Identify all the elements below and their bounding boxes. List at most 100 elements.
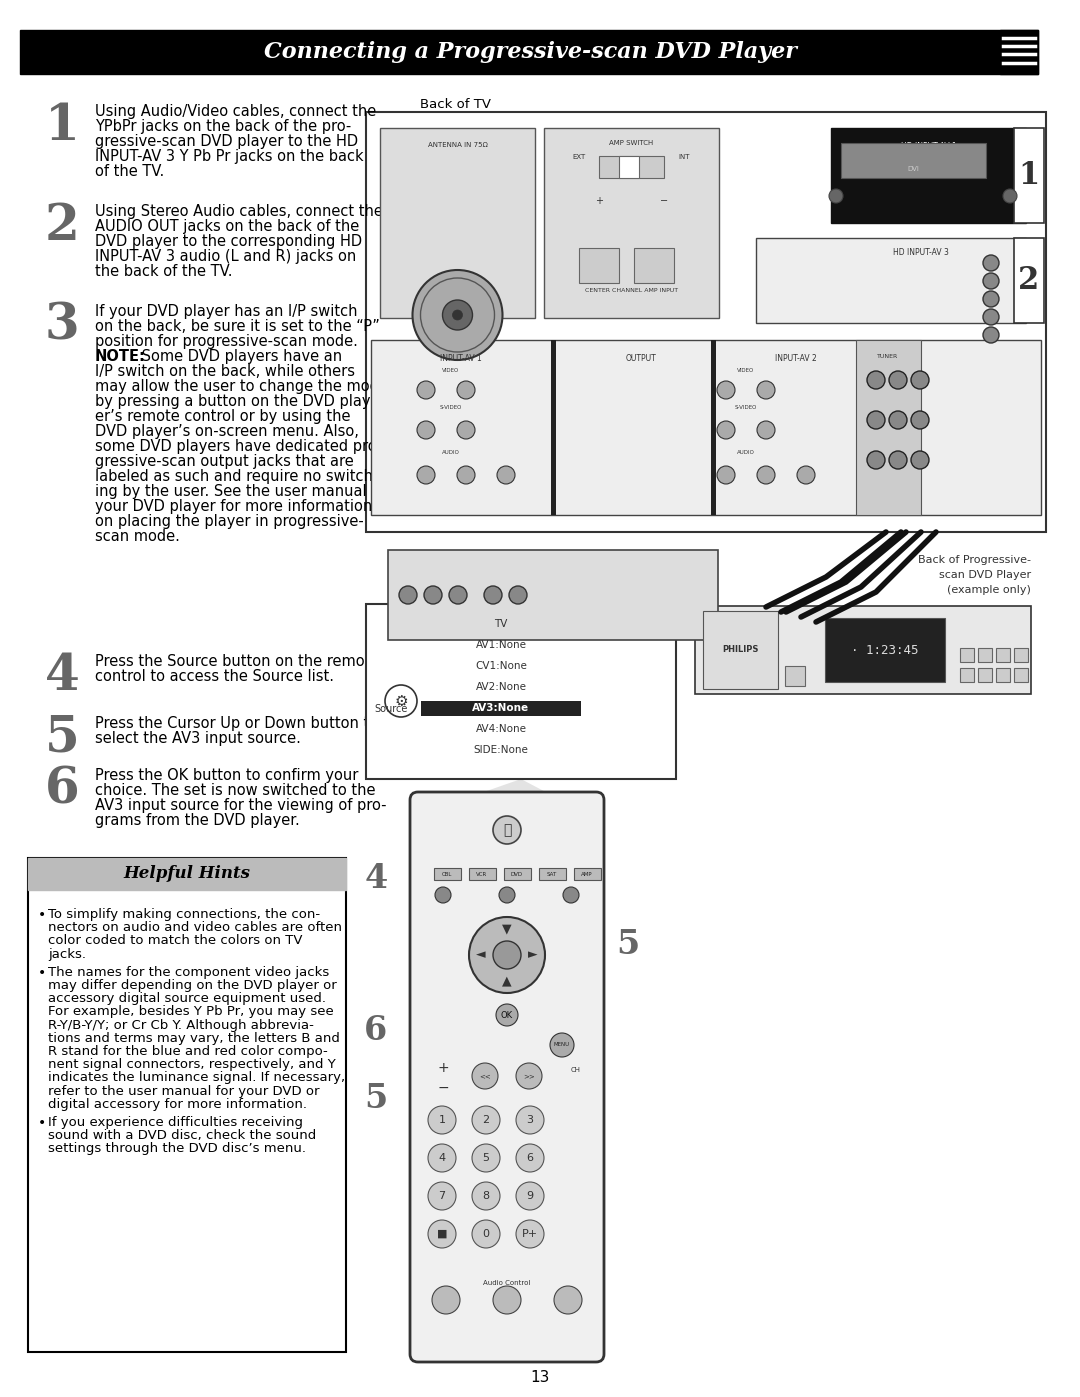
Bar <box>960 668 974 682</box>
Text: HD INPUT-AV 3: HD INPUT-AV 3 <box>893 249 949 257</box>
Text: OK: OK <box>501 1010 513 1020</box>
Text: The names for the component video jacks: The names for the component video jacks <box>48 965 329 979</box>
Text: choice. The set is now switched to the: choice. The set is now switched to the <box>95 782 376 798</box>
Text: Press the OK button to confirm your: Press the OK button to confirm your <box>95 768 359 782</box>
Circle shape <box>432 1287 460 1315</box>
Text: 4: 4 <box>44 652 79 701</box>
Circle shape <box>983 327 999 344</box>
Text: Source: Source <box>374 704 407 714</box>
Polygon shape <box>438 780 576 807</box>
Text: indicates the luminance signal. If necessary,: indicates the luminance signal. If neces… <box>48 1071 346 1084</box>
Text: 5: 5 <box>364 1081 388 1115</box>
Bar <box>1000 29 1038 74</box>
Text: 0: 0 <box>483 1229 489 1239</box>
Text: AMP: AMP <box>581 872 593 876</box>
Bar <box>978 668 993 682</box>
Text: Back of Progressive-: Back of Progressive- <box>918 555 1031 564</box>
Text: gressive-scan output jacks that are: gressive-scan output jacks that are <box>95 454 354 469</box>
Circle shape <box>717 467 735 483</box>
Circle shape <box>428 1144 456 1172</box>
Circle shape <box>757 381 775 400</box>
Circle shape <box>516 1220 544 1248</box>
Text: 5: 5 <box>617 929 639 961</box>
Text: select the AV3 input source.: select the AV3 input source. <box>95 731 301 746</box>
Text: HD INPUT-AV 1: HD INPUT-AV 1 <box>901 142 957 151</box>
Circle shape <box>912 411 929 429</box>
Text: DVD player’s on-screen menu. Also,: DVD player’s on-screen menu. Also, <box>95 425 359 439</box>
Circle shape <box>417 381 435 400</box>
Circle shape <box>983 272 999 289</box>
Bar <box>504 868 531 880</box>
Text: jacks.: jacks. <box>48 947 86 961</box>
Text: gressive-scan DVD player to the HD: gressive-scan DVD player to the HD <box>95 134 359 149</box>
Circle shape <box>472 1144 500 1172</box>
Bar <box>978 648 993 662</box>
Text: Back of TV: Back of TV <box>420 98 491 110</box>
Bar <box>469 868 496 880</box>
Bar <box>599 156 664 177</box>
Text: PHILIPS: PHILIPS <box>721 645 758 655</box>
Bar <box>996 648 1010 662</box>
Circle shape <box>563 887 579 902</box>
Text: grams from the DVD player.: grams from the DVD player. <box>95 813 300 828</box>
Text: ▼: ▼ <box>502 922 512 936</box>
Circle shape <box>492 942 521 970</box>
Text: TUNER: TUNER <box>877 353 899 359</box>
Circle shape <box>867 411 885 429</box>
Text: EXT: EXT <box>572 154 585 161</box>
Text: position for progressive-scan mode.: position for progressive-scan mode. <box>95 334 357 349</box>
Bar <box>1014 237 1044 323</box>
Circle shape <box>509 585 527 604</box>
Bar <box>380 129 535 319</box>
Circle shape <box>492 1287 521 1315</box>
Text: Audio Control: Audio Control <box>484 1280 530 1287</box>
Bar <box>756 237 1026 323</box>
Text: MENU: MENU <box>554 1042 570 1048</box>
Text: AUDIO: AUDIO <box>442 450 460 455</box>
Circle shape <box>797 467 815 483</box>
Circle shape <box>428 1106 456 1134</box>
Text: on the back, be sure it is set to the “P”: on the back, be sure it is set to the “P… <box>95 319 380 334</box>
Text: Helpful Hints: Helpful Hints <box>123 866 251 883</box>
Bar <box>21 29 1038 74</box>
Text: 5: 5 <box>483 1153 489 1162</box>
Text: AUDIO: AUDIO <box>737 450 755 455</box>
Bar <box>388 550 718 640</box>
Circle shape <box>1003 189 1017 203</box>
Bar <box>960 648 974 662</box>
Circle shape <box>484 585 502 604</box>
Text: Some DVD players have an: Some DVD players have an <box>137 349 342 365</box>
Circle shape <box>449 585 467 604</box>
Text: labeled as such and require no switch-: labeled as such and require no switch- <box>95 469 378 483</box>
Circle shape <box>497 467 515 483</box>
Circle shape <box>469 916 545 993</box>
Text: To simplify making connections, the con-: To simplify making connections, the con- <box>48 908 320 921</box>
Text: NOTE:: NOTE: <box>95 349 146 365</box>
Text: AV3 input source for the viewing of pro-: AV3 input source for the viewing of pro- <box>95 798 387 813</box>
Text: If you experience difficulties receiving: If you experience difficulties receiving <box>48 1116 303 1129</box>
Text: scan DVD Player: scan DVD Player <box>939 570 1031 580</box>
Text: INT: INT <box>678 154 690 161</box>
Text: ing by the user. See the user manual for: ing by the user. See the user manual for <box>95 483 391 499</box>
Text: YPbPr jacks on the back of the pro-: YPbPr jacks on the back of the pro- <box>95 119 351 134</box>
Bar <box>551 339 556 515</box>
Text: ►: ► <box>528 949 538 961</box>
Text: ⏻: ⏻ <box>503 823 511 837</box>
Text: VIDEO: VIDEO <box>443 367 460 373</box>
Text: DVI: DVI <box>907 166 919 172</box>
Circle shape <box>457 420 475 439</box>
Text: INPUT-AV 2: INPUT-AV 2 <box>775 353 816 363</box>
Circle shape <box>492 816 521 844</box>
Bar <box>366 112 1047 532</box>
Text: on placing the player in progressive-: on placing the player in progressive- <box>95 514 364 529</box>
Circle shape <box>889 451 907 469</box>
Text: (example only): (example only) <box>947 585 1031 595</box>
Text: AUDIO OUT jacks on the back of the: AUDIO OUT jacks on the back of the <box>95 219 360 235</box>
Text: S-VIDEO: S-VIDEO <box>734 405 757 409</box>
Circle shape <box>443 300 473 330</box>
Circle shape <box>829 189 843 203</box>
Bar <box>825 617 945 682</box>
Circle shape <box>516 1144 544 1172</box>
Text: CENTER CHANNEL AMP INPUT: CENTER CHANNEL AMP INPUT <box>585 288 678 293</box>
Text: color coded to match the colors on TV: color coded to match the colors on TV <box>48 935 302 947</box>
